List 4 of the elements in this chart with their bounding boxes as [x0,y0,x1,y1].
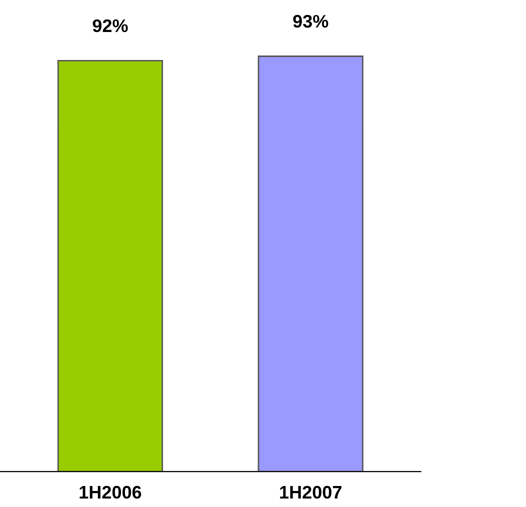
x-tick-label: 1H2006 [80,486,142,499]
data-label: 93% [293,14,328,28]
x-tick-label: 1H2007 [280,486,342,499]
data-label: 92% [92,19,128,32]
